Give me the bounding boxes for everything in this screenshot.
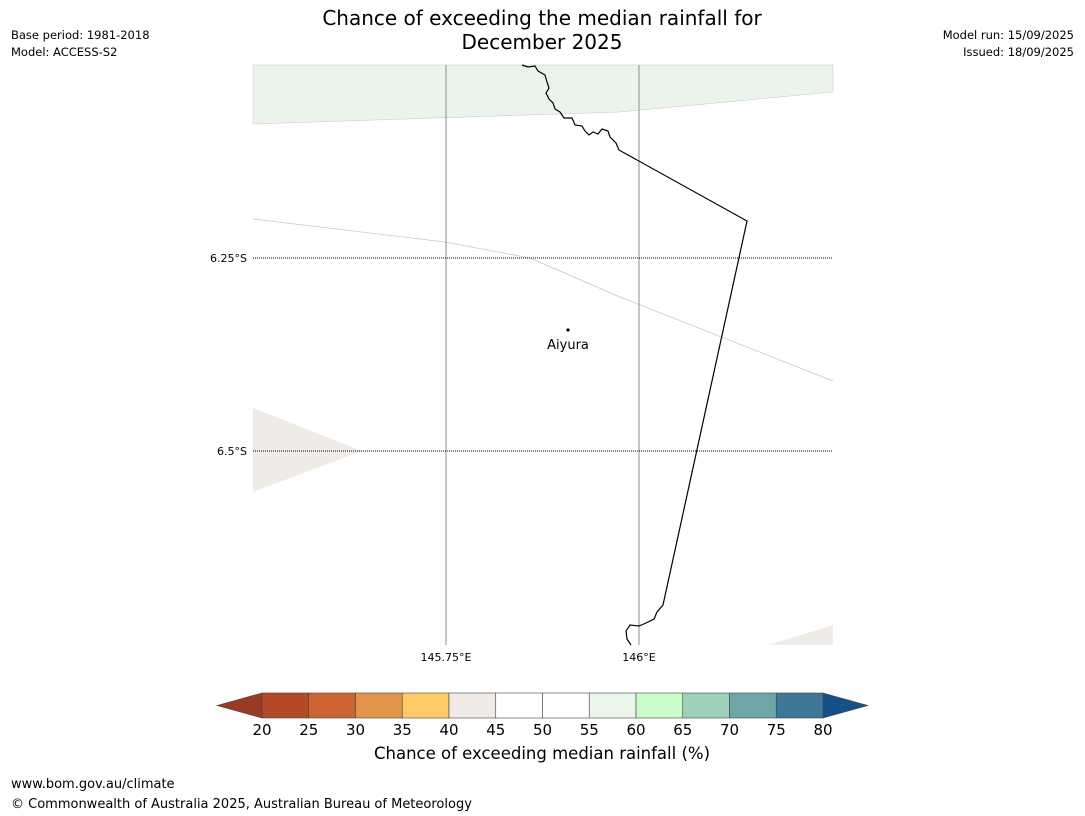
- colorbar-segment-50-55: [542, 692, 590, 719]
- colorbar-tick-25: 25: [299, 721, 318, 739]
- colorbar-tick-45: 45: [486, 721, 505, 739]
- meta-left: Base period: 1981-2018 Model: ACCESS-S2: [11, 27, 150, 61]
- base-period-text: Base period: 1981-2018: [11, 28, 150, 42]
- colorbar-segment-35-40: [401, 692, 450, 719]
- region-boundary-line: [252, 218, 834, 382]
- colorbar-tick-30: 30: [346, 721, 365, 739]
- colorbar-tick-50: 50: [533, 721, 552, 739]
- colorbar-segment-20-25: [261, 692, 310, 719]
- title-line-2: December 2025: [461, 30, 623, 54]
- colorbar-segment-30-35: [355, 692, 403, 719]
- colorbar-segment-75-80: [775, 692, 824, 719]
- lat-label-6-5: 6.5°S: [217, 445, 247, 458]
- colorbar: 20 25 30 35 40 45 50 55 60 65 70 75 80: [215, 692, 870, 739]
- title-line-1: Chance of exceeding the median rainfall …: [322, 6, 762, 30]
- colorbar-low-extension: [215, 692, 263, 719]
- region-40-45-west: [253, 408, 362, 492]
- map-title: Chance of exceeding the median rainfall …: [292, 6, 792, 54]
- footer: www.bom.gov.au/climate © Commonwealth of…: [11, 775, 472, 815]
- colorbar-high-extension: [822, 692, 870, 719]
- colorbar-tick-65: 65: [673, 721, 692, 739]
- lon-label-145-75: 145.75°E: [421, 651, 472, 664]
- colorbar-label: Chance of exceeding median rainfall (%): [373, 744, 711, 763]
- colorbar-tick-35: 35: [393, 721, 412, 739]
- colorbar-tick-20: 20: [252, 721, 271, 739]
- colorbar-tick-70: 70: [720, 721, 739, 739]
- colorbar-tick-40: 40: [439, 721, 458, 739]
- colorbar-tick-75: 75: [767, 721, 786, 739]
- colorbar-segment-70-75: [729, 692, 777, 719]
- region-40-45-southeast: [768, 625, 833, 645]
- lon-label-146: 146°E: [622, 651, 655, 664]
- colorbar-tick-60: 60: [626, 721, 645, 739]
- model-run-text: Model run: 15/09/2025: [942, 28, 1074, 42]
- issued-text: Issued: 18/09/2025: [963, 45, 1074, 59]
- meta-right: Model run: 15/09/2025 Issued: 18/09/2025: [943, 27, 1074, 61]
- model-text: Model: ACCESS-S2: [11, 45, 118, 59]
- colorbar-segment-40-45: [448, 692, 497, 719]
- colorbar-segment-55-60: [588, 692, 637, 719]
- place-label: Aiyura: [547, 338, 589, 353]
- footer-url[interactable]: www.bom.gov.au/climate: [11, 777, 175, 792]
- colorbar-segment-25-30: [308, 692, 356, 719]
- colorbar-tick-80: 80: [813, 721, 832, 739]
- lat-label-6-25: 6.25°S: [210, 252, 247, 265]
- footer-copyright: © Commonwealth of Australia 2025, Austra…: [11, 797, 472, 812]
- colorbar-segment-65-70: [682, 692, 730, 719]
- aiyura-marker: [566, 328, 570, 332]
- colorbar-tick-55: 55: [580, 721, 599, 739]
- colorbar-segment-45-50: [495, 692, 543, 719]
- region-60-65: [252, 64, 834, 125]
- province-border: [521, 64, 748, 646]
- colorbar-segment-60-65: [635, 692, 684, 719]
